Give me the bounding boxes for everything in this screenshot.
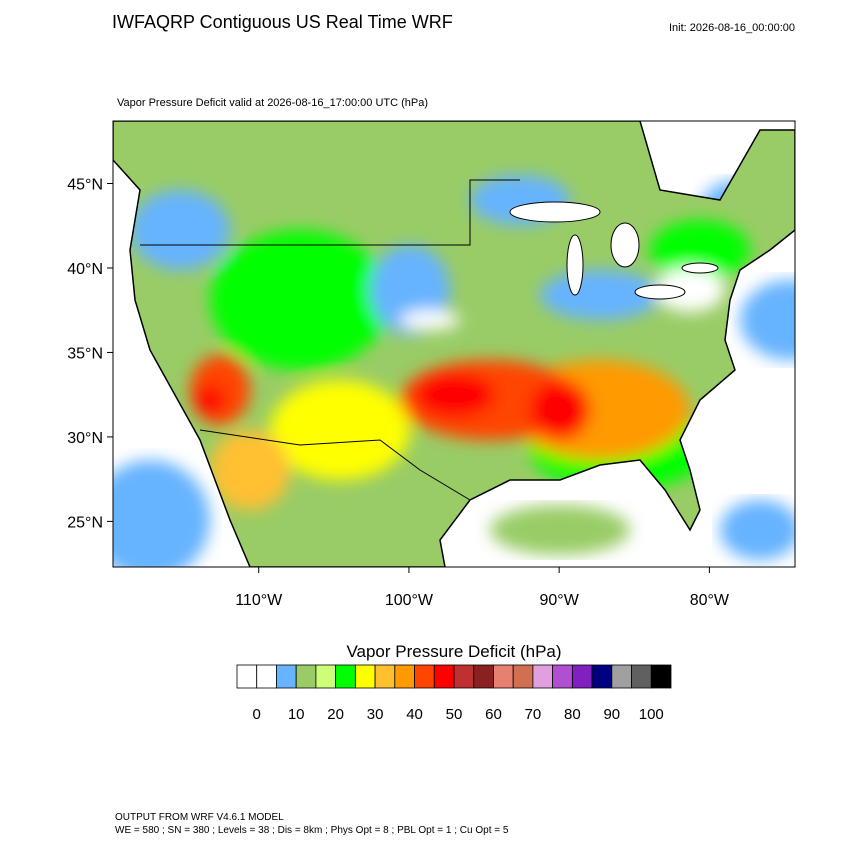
color-box	[374, 664, 396, 689]
map	[113, 121, 795, 567]
colorbar-tick-label: 60	[485, 706, 502, 723]
color-box	[295, 664, 317, 689]
footer-line: OUTPUT FROM WRF V4.6.1 MODEL	[115, 812, 284, 823]
title: IWFAQRP Contiguous US Real Time WRF	[112, 12, 453, 32]
color-box	[631, 664, 652, 689]
coastline	[113, 121, 795, 567]
footer-line: WE = 580 ; SN = 380 ; Levels = 38 ; Dis …	[115, 825, 509, 836]
color-box	[512, 664, 534, 689]
color-box	[532, 664, 554, 689]
colorbar-tick-label: 40	[406, 706, 423, 723]
color-box	[453, 664, 475, 689]
colorbar-tick-label: 10	[288, 706, 305, 723]
lon-tick-label: 100°W	[385, 592, 434, 609]
color-box	[493, 664, 514, 689]
colorbar-tick-label: 80	[564, 706, 581, 723]
color-box	[354, 664, 376, 689]
init-time: Init: 2026-08-16_00:00:00	[669, 22, 795, 34]
ocean-patch	[490, 505, 630, 555]
color-box	[236, 664, 258, 689]
colorbar-tick-label: 70	[525, 706, 542, 723]
colorbar-tick-label: 50	[446, 706, 463, 723]
colorbar-tick-label: 100	[639, 706, 664, 723]
color-box	[473, 664, 494, 689]
color-box	[591, 664, 613, 689]
colorbar-tick-label: 30	[367, 706, 384, 723]
border	[199, 429, 471, 501]
ocean-patch	[740, 280, 795, 360]
color-box	[276, 664, 297, 689]
subtitle: Vapor Pressure Deficit valid at 2026-08-…	[117, 97, 428, 109]
color-box	[256, 664, 277, 689]
lat-tick-label: 40°N	[67, 261, 103, 278]
color-box	[552, 664, 573, 689]
color-box	[414, 664, 435, 689]
land	[113, 121, 795, 567]
colorbar-tick-label: 90	[603, 706, 620, 723]
ocean-patch	[720, 500, 795, 560]
lake	[681, 262, 719, 274]
color-box	[335, 664, 356, 689]
ocean-patch	[113, 460, 210, 567]
lat-tick-label: 45°N	[67, 177, 103, 194]
color-box	[650, 664, 672, 689]
lat-tick-label: 25°N	[67, 514, 103, 531]
color-box	[394, 664, 415, 689]
lake	[566, 234, 584, 296]
colorbar-tick-label: 20	[327, 706, 344, 723]
lat-tick-label: 30°N	[67, 430, 103, 447]
colorbar-tick-label: 0	[253, 706, 261, 723]
colorbar-title: Vapor Pressure Deficit (hPa)	[346, 642, 561, 661]
lake	[509, 201, 601, 223]
lake	[634, 284, 686, 300]
colorbar: 0 10 20 30 40 50 60 70 80 90 100	[236, 664, 672, 723]
lon-tick-label: 80°W	[690, 592, 730, 609]
border	[140, 179, 520, 246]
lon-tick-label: 90°W	[540, 592, 580, 609]
color-box	[433, 664, 455, 689]
lat-tick-label: 35°N	[67, 345, 103, 362]
color-box	[315, 664, 337, 689]
color-box	[571, 664, 593, 689]
color-box	[611, 664, 632, 689]
lake	[610, 222, 640, 268]
lon-tick-label: 110°W	[235, 592, 283, 609]
map-frame	[112, 120, 796, 568]
